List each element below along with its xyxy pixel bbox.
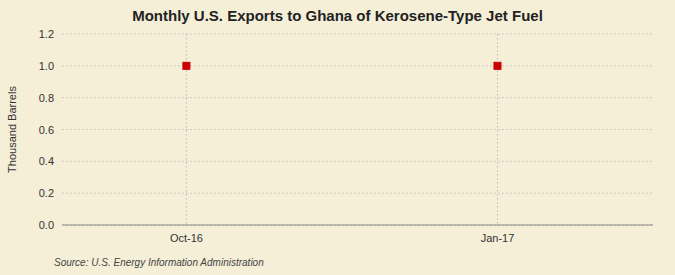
y-tick-label: 0.6 — [39, 124, 54, 136]
points — [183, 62, 501, 69]
y-grid-line — [62, 34, 653, 35]
source-note: Source: U.S. Energy Information Administ… — [54, 257, 264, 268]
x-axis-line — [62, 225, 653, 226]
y-grid-line — [62, 225, 653, 226]
y-axis-label: Thousand Barrels — [6, 86, 18, 173]
x-tick-label: Oct-16 — [170, 232, 203, 244]
y-grid-line — [62, 129, 653, 130]
y-grid-line — [62, 161, 653, 162]
y-tick-label: 0.4 — [39, 155, 54, 167]
x-tick-label: Jan-17 — [481, 232, 515, 244]
y-grid-line — [62, 97, 653, 98]
title: Monthly U.S. Exports to Ghana of Kerosen… — [132, 7, 543, 24]
y-tick-label: 0.2 — [39, 187, 54, 199]
y-tick-label: 0.8 — [39, 92, 54, 104]
chart-svg: 0.0 0.2 0.4 0.6 0.8 1.0 1.2 Oct-16 Jan-17 Monthly… — [0, 0, 675, 275]
grid — [62, 34, 653, 225]
point — [183, 62, 190, 69]
y-grid-line — [62, 65, 653, 66]
y-tick-label: 1.2 — [39, 28, 54, 40]
y-tick-label: 1.0 — [39, 60, 54, 72]
chart-container: 0.0 0.2 0.4 0.6 0.8 1.0 1.2 Oct-16 Jan-17 Monthly… — [0, 0, 675, 275]
background — [0, 0, 675, 275]
y-grid-line — [62, 193, 653, 194]
y-tick-label: 0.0 — [39, 219, 54, 231]
point — [494, 62, 501, 69]
